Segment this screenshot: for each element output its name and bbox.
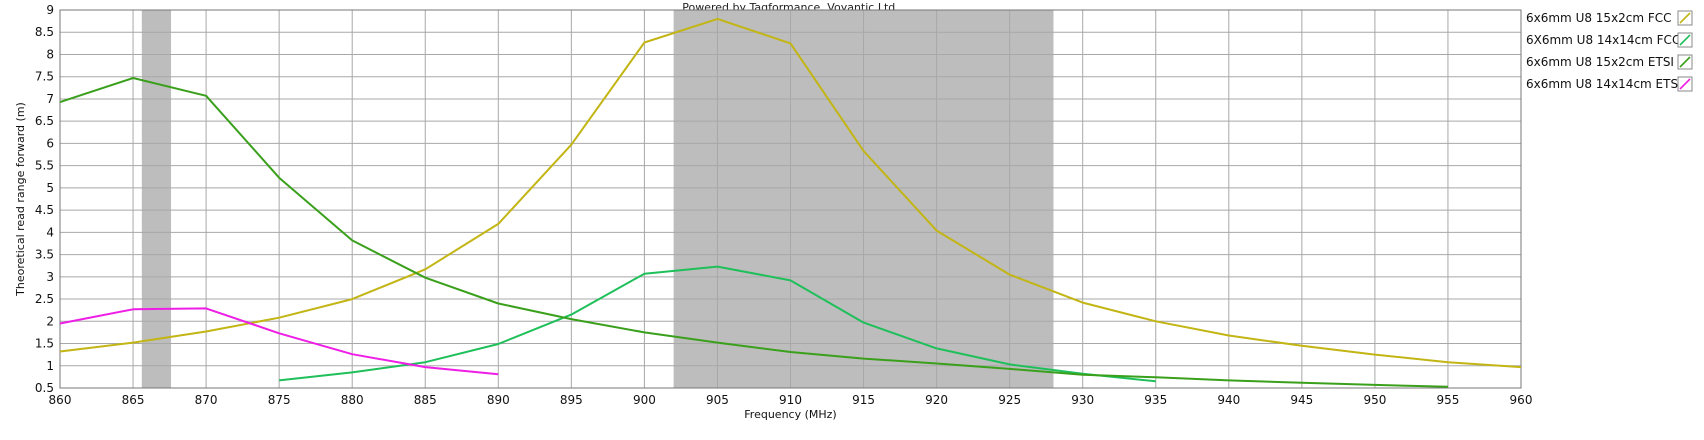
y-tick-label: 9 <box>46 3 54 17</box>
x-tick-label: 950 <box>1363 393 1386 407</box>
x-tick-label: 890 <box>487 393 510 407</box>
legend-item[interactable]: 6x6mm U8 15x2cm ETSI <box>1526 54 1693 70</box>
y-tick-label: 5.5 <box>35 159 54 173</box>
x-tick-label: 865 <box>122 393 145 407</box>
legend-item[interactable]: 6X6mm U8 14x14cm FCC <box>1526 32 1693 48</box>
x-tick-label: 885 <box>414 393 437 407</box>
y-tick-label: 3.5 <box>35 248 54 262</box>
x-tick-label: 925 <box>998 393 1021 407</box>
legend-swatch-line <box>1679 12 1691 24</box>
y-tick-label: 1 <box>46 359 54 373</box>
legend-label: 6x6mm U8 15x2cm FCC <box>1526 11 1672 25</box>
legend[interactable]: 6x6mm U8 15x2cm FCC 6X6mm U8 14x14cm FCC 6… <box>1526 10 1693 92</box>
y-axis-label: Theoretical read range forward (m) <box>14 102 27 297</box>
x-tick-label: 860 <box>49 393 72 407</box>
x-axis-label: Frequency (MHz) <box>744 408 836 421</box>
x-tick-label: 880 <box>341 393 364 407</box>
y-tick-label: 5 <box>46 181 54 195</box>
legend-swatch-line <box>1679 78 1691 90</box>
x-axis-ticks: 860 865 870 875 880 885 890 895 900 905 910 915 920 9… <box>49 393 1533 407</box>
x-tick-label: 870 <box>195 393 218 407</box>
legend-item[interactable]: 6x6mm U8 14x14cm ETS <box>1526 76 1693 92</box>
y-tick-label: 4 <box>46 225 54 239</box>
y-tick-label: 6.5 <box>35 114 54 128</box>
x-tick-label: 935 <box>1144 393 1167 407</box>
series-line-3 <box>59 77 1449 388</box>
y-tick-label: 7.5 <box>35 70 54 84</box>
x-tick-label: 905 <box>706 393 729 407</box>
y-tick-label: 2 <box>46 314 54 328</box>
y-tick-label: 7 <box>46 92 54 106</box>
legend-item[interactable]: 6x6mm U8 15x2cm FCC <box>1526 10 1693 26</box>
grid-lines <box>59 9 1522 389</box>
series-line-1 <box>59 17 1522 369</box>
y-tick-label: 4.5 <box>35 203 54 217</box>
x-tick-label: 915 <box>852 393 875 407</box>
legend-label: 6x6mm U8 14x14cm ETS <box>1526 77 1678 91</box>
shaded-band <box>141 10 172 388</box>
y-tick-label: 8.5 <box>35 25 54 39</box>
y-tick-label: 6 <box>46 136 54 150</box>
legend-swatch-line <box>1679 56 1691 68</box>
x-tick-label: 900 <box>633 393 656 407</box>
x-tick-label: 955 <box>1436 393 1459 407</box>
y-tick-label: 1.5 <box>35 337 54 351</box>
shaded-bands <box>141 10 1054 388</box>
legend-swatch-line <box>1679 34 1691 46</box>
x-tick-label: 875 <box>268 393 291 407</box>
y-tick-label: 2.5 <box>35 292 54 306</box>
plot-frame <box>59 9 1522 389</box>
x-tick-label: 910 <box>779 393 802 407</box>
y-tick-label: 3 <box>46 270 54 284</box>
x-tick-label: 940 <box>1217 393 1240 407</box>
x-tick-label: 930 <box>1071 393 1094 407</box>
legend-label: 6X6mm U8 14x14cm FCC <box>1526 33 1680 47</box>
x-tick-label: 895 <box>560 393 583 407</box>
x-tick-label: 920 <box>925 393 948 407</box>
y-axis-ticks: 0.5 1 1.5 2 2.5 3 3.5 4 4.5 5 5.5 6 6.5 7 7.5 8 8.5 9 <box>35 3 54 395</box>
series-line-2 <box>278 265 1156 383</box>
y-tick-label: 8 <box>46 47 54 61</box>
x-tick-label: 960 <box>1510 393 1533 407</box>
y-tick-label: 0.5 <box>35 381 54 395</box>
legend-label: 6x6mm U8 15x2cm ETSI <box>1526 55 1674 69</box>
series-line-4 <box>59 307 499 376</box>
series-lines <box>59 17 1522 388</box>
x-tick-label: 945 <box>1290 393 1313 407</box>
